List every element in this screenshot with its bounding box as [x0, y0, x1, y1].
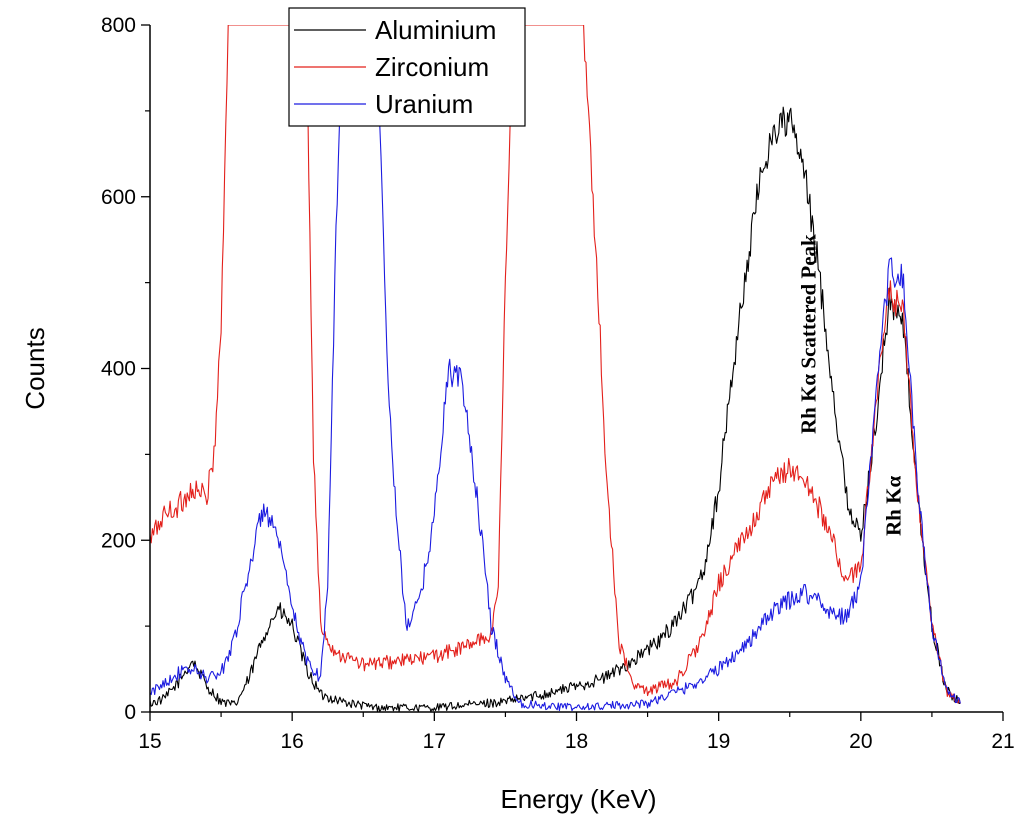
scattered-peak-annotation: Rh Kα Scattered Peak	[796, 234, 820, 434]
rh-k-alpha-annotation: Rh Kα	[882, 476, 906, 536]
legend-label-zirconium: Zirconium	[375, 52, 489, 82]
y-tick-label: 200	[101, 529, 136, 552]
series-layer	[150, 25, 961, 712]
x-tick-label: 16	[280, 730, 303, 753]
x-tick-label: 21	[991, 730, 1014, 753]
y-tick-label: 800	[101, 14, 136, 37]
x-tick-label: 17	[423, 730, 446, 753]
y-tick-label: 400	[101, 358, 136, 381]
axes-layer: 15 16 17 18 19 20 21 0 200 400 600 800 Energy (KeV) C…	[20, 14, 1015, 814]
y-axis-title: Counts	[20, 327, 50, 409]
x-axis-title: Energy (KeV)	[500, 784, 656, 814]
y-tick-label: 0	[124, 701, 136, 724]
series-line-uranium	[150, 25, 961, 712]
legend-label-uranium: Uranium	[375, 89, 473, 119]
legend-label-aluminium: Aluminium	[375, 15, 496, 45]
annotation-layer: Rh Kα Scattered Peak Rh Kα	[796, 234, 905, 536]
x-tick-label: 19	[707, 730, 730, 753]
x-tick-label: 20	[849, 730, 872, 753]
legend: Aluminium Zirconium Uranium	[288, 7, 526, 127]
y-tick-label: 600	[101, 186, 136, 209]
x-tick-label: 15	[138, 730, 161, 753]
series-line-zirconium	[150, 25, 961, 704]
x-tick-label: 18	[565, 730, 588, 753]
series-line-aluminium	[150, 106, 961, 712]
